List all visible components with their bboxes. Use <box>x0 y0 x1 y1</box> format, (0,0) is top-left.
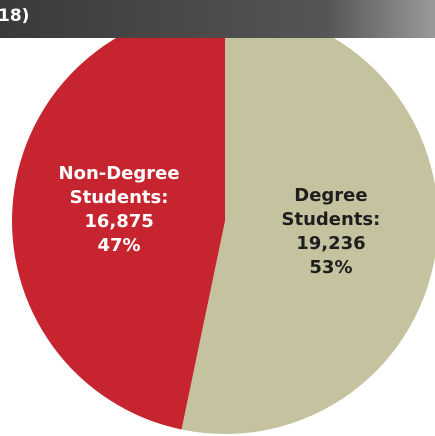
percent-label: 47% <box>54 234 184 258</box>
header-bar <box>0 0 435 38</box>
page: 18) Degree Students:19,23653% Non-Degree … <box>0 0 435 436</box>
value-label: 19,236 <box>266 232 396 256</box>
category-label: Non-Degree Students: <box>54 162 184 210</box>
value-label: 16,875 <box>54 210 184 234</box>
percent-label: 53% <box>266 256 396 280</box>
category-label: Degree Students: <box>266 184 396 232</box>
chart-title: 18) <box>0 6 29 26</box>
